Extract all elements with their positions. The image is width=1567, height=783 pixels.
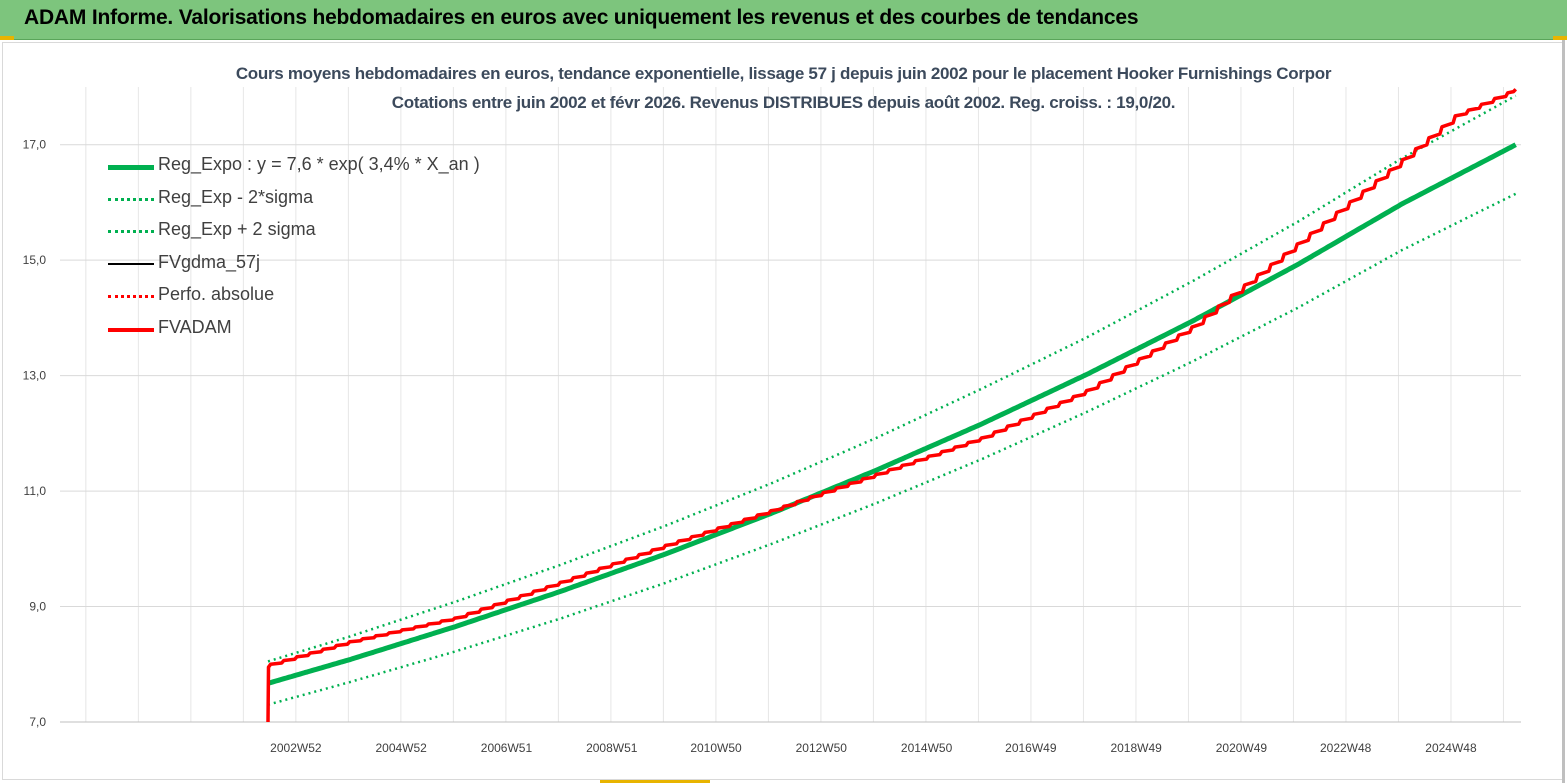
- x-tick-label: 2018W49: [1110, 741, 1162, 755]
- frame-bottom-accent: [600, 780, 710, 783]
- legend-label: Perfo. absolue: [158, 284, 275, 305]
- x-tick-label: 2024W48: [1425, 741, 1477, 755]
- legend-label: Reg_Expo : y = 7,6 * exp( 3,4% * X_an ): [158, 154, 480, 174]
- series-line-1: [267, 192, 1517, 706]
- frame-scrollbar-edge: [1562, 40, 1565, 783]
- banner-accent-right: [1553, 36, 1567, 40]
- y-tick-label: 11,0: [24, 484, 47, 498]
- x-tick-label: 2010W50: [690, 741, 742, 755]
- y-tick-label: 17,0: [23, 138, 47, 152]
- chart-title: Cours moyens hebdomadaires en euros, ten…: [235, 64, 1332, 83]
- chart-grid: [60, 87, 1521, 723]
- legend-label: Reg_Exp - 2*sigma: [158, 186, 314, 207]
- legend-label: FVgdma_57j: [158, 251, 261, 272]
- legend-label: Reg_Exp + 2 sigma: [158, 219, 316, 240]
- series-line-2: [267, 94, 1517, 663]
- legend-swatch: [108, 165, 154, 170]
- chart-series: [266, 88, 1517, 723]
- legend-swatch: [108, 197, 154, 201]
- series-line-5: [266, 88, 1517, 723]
- x-tick-label: 2014W50: [901, 741, 953, 755]
- banner-accent-left: [0, 36, 14, 40]
- legend-label: FVADAM: [158, 316, 232, 337]
- legend-swatch: [108, 230, 154, 234]
- x-tick-label: 2022W48: [1320, 741, 1372, 755]
- x-tick-label: 2020W49: [1216, 741, 1268, 755]
- x-tick-label: 2012W50: [796, 741, 848, 755]
- legend-swatch: [108, 295, 154, 299]
- chart-axes: 7,0 9,0 11,0 13,0 15,0 17,0 2002W52 2004W52 2006…: [23, 138, 1521, 755]
- y-tick-label: 15,0: [23, 253, 47, 267]
- x-tick-label: 2002W52: [270, 741, 322, 755]
- series-line-0: [267, 142, 1517, 686]
- x-tick-label: 2004W52: [375, 741, 427, 755]
- chart-subtitle: Cotations entre juin 2002 et févr 2026. …: [391, 93, 1176, 112]
- x-tick-label: 2008W51: [586, 741, 638, 755]
- x-tick-label: 2006W51: [481, 741, 533, 755]
- report-banner: ADAM Informe. Valorisations hebdomadaire…: [0, 0, 1567, 40]
- y-tick-label: 9,0: [29, 600, 46, 614]
- x-tick-label: 2016W49: [1005, 741, 1057, 755]
- legend-swatch: [108, 262, 154, 265]
- y-tick-label: 7,0: [29, 715, 46, 729]
- report-title: ADAM Informe. Valorisations hebdomadaire…: [24, 6, 1139, 29]
- legend-swatch: [108, 327, 154, 332]
- y-tick-label: 13,0: [23, 369, 47, 383]
